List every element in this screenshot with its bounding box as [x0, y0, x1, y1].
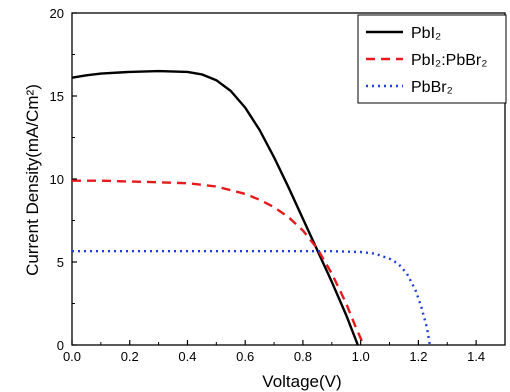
x-tick-label: 1.0: [352, 349, 370, 364]
y-tick-label: 10: [50, 172, 64, 187]
series-line-1: [72, 179, 365, 346]
legend-label-1: PbI₂:PbBr₂: [411, 52, 487, 69]
y-tick-label: 0: [57, 338, 64, 353]
x-tick-label: 1.2: [409, 349, 427, 364]
x-axis-label: Voltage(V): [262, 372, 341, 391]
legend: PbI₂ PbI₂:PbBr₂ PbBr₂: [357, 14, 507, 104]
x-tick-label: 0.8: [294, 349, 312, 364]
y-axis-label: Current Density(mA/Cm²): [23, 84, 42, 276]
x-tick-label: 1.4: [467, 349, 485, 364]
x-tick-label: 0.0: [63, 349, 81, 364]
x-tick-label: 0.6: [236, 349, 254, 364]
x-tick-label: 0.2: [121, 349, 139, 364]
y-tick-label: 15: [50, 89, 64, 104]
series-line-2: [72, 250, 432, 346]
axis-ticks: 0.0 0.2 0.4 0.6 0.8 1.0 1.2 1.4 0 5 10 15 20: [50, 6, 486, 364]
series-line-0: [71, 69, 359, 346]
legend-label-2: PbBr₂: [411, 79, 453, 96]
x-tick-label: 0.4: [178, 349, 196, 364]
legend-label-0: PbI₂: [411, 25, 441, 42]
y-tick-label: 20: [50, 6, 64, 21]
y-tick-label: 5: [57, 255, 64, 270]
series-group: [71, 69, 432, 346]
